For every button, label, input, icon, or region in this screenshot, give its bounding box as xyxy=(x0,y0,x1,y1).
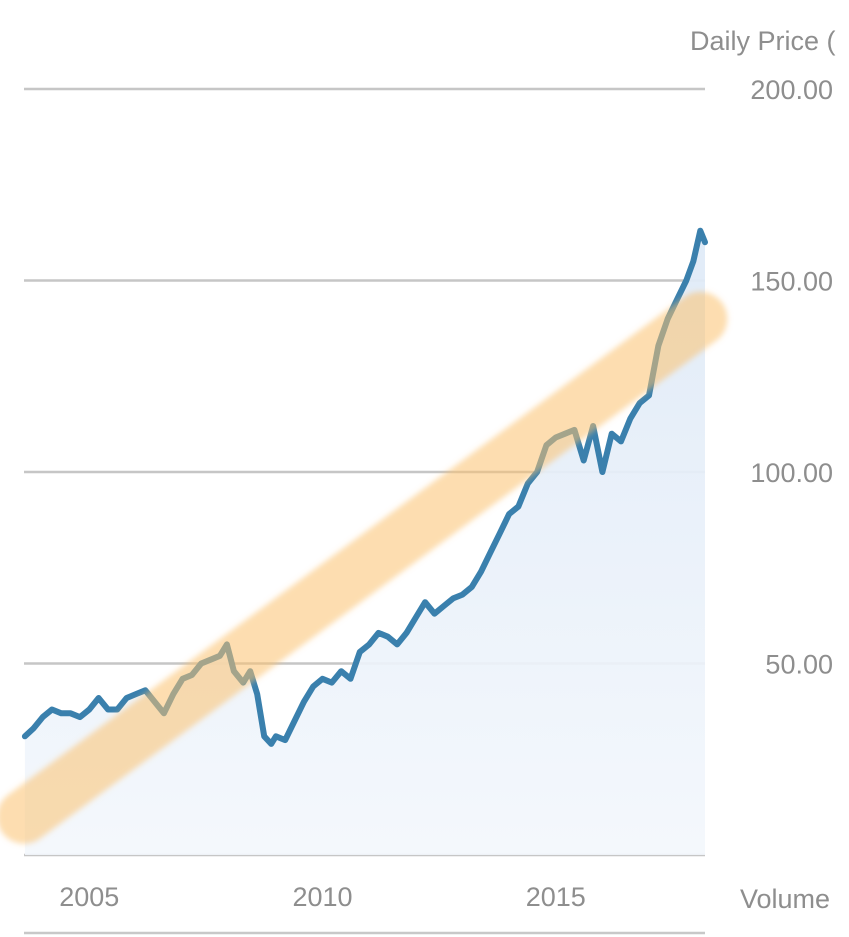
x-axis-ticks: 2005 2010 2015 xyxy=(59,882,586,912)
y-axis-ticks: 50.00 100.00 150.00 200.00 xyxy=(750,75,833,680)
y-tick-label: 100.00 xyxy=(750,458,833,488)
y-tick-label: 50.00 xyxy=(765,650,833,680)
y-tick-label: 200.00 xyxy=(750,75,833,105)
trend-band xyxy=(0,291,728,844)
x-tick-label: 2015 xyxy=(526,882,586,912)
price-line xyxy=(21,227,708,747)
x-tick-label: 2005 xyxy=(59,882,119,912)
volume-label: Volume xyxy=(740,884,830,914)
trend-band-highlight xyxy=(0,291,728,844)
x-tick-label: 2010 xyxy=(292,882,352,912)
price-series xyxy=(21,227,708,747)
y-axis-label: Daily Price ( xyxy=(690,26,836,56)
y-tick-label: 150.00 xyxy=(750,267,833,297)
